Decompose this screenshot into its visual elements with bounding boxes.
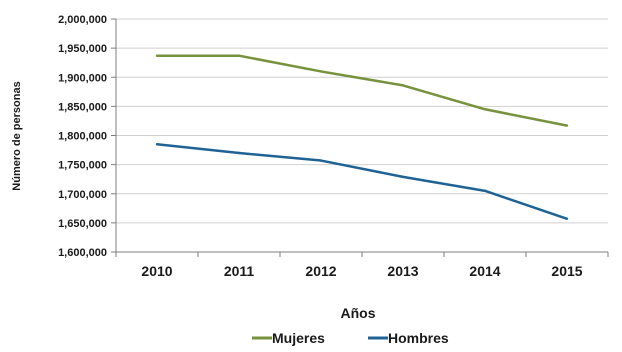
data-point: [565, 217, 569, 220]
legend-label: Mujeres: [272, 330, 325, 346]
y-tick-label: 1,800,000: [58, 131, 107, 143]
data-point: [401, 175, 405, 179]
y-tick-label: 1,650,000: [58, 218, 107, 230]
x-tick-label: 2013: [387, 263, 418, 279]
y-axis-ticks: 1,600,000 1,650,000 1,700,000 1,750,000 1,80…: [58, 14, 116, 259]
gridlines: [116, 18, 608, 253]
data-point: [155, 143, 159, 146]
y-tick-label: 1,750,000: [58, 160, 107, 172]
y-tick-label: 1,700,000: [58, 189, 107, 201]
series-lines: [155, 54, 569, 220]
data-point: [319, 70, 323, 73]
x-tick-label: 2015: [551, 263, 582, 279]
y-tick-label: 1,950,000: [58, 43, 107, 55]
data-point: [483, 108, 487, 111]
data-point: [237, 54, 241, 57]
y-tick-label: 1,850,000: [58, 101, 107, 113]
data-point: [155, 54, 159, 57]
x-tick-label: 2011: [224, 263, 255, 279]
y-axis-title: Número de personas: [11, 81, 23, 190]
x-tick-label: 2014: [469, 263, 500, 279]
legend: Mujeres Hombres: [252, 330, 449, 346]
data-point: [483, 189, 487, 193]
data-point: [401, 84, 405, 87]
series-line-hombres: [156, 142, 568, 220]
y-tick-label: 1,900,000: [58, 72, 107, 84]
series-line-mujeres: [157, 54, 568, 127]
data-point: [319, 159, 323, 162]
data-point: [565, 124, 569, 127]
y-tick-label: 2,000,000: [58, 14, 107, 26]
y-tick-label: 1,600,000: [58, 247, 107, 259]
x-tick-label: 2012: [305, 263, 336, 279]
x-axis-ticks: 2010 2011 2012 2013 2014 2015: [115, 252, 609, 279]
x-tick-label: 2010: [141, 263, 172, 279]
x-axis-title: Años: [341, 305, 376, 321]
legend-label: Hombres: [388, 330, 449, 346]
data-point: [237, 151, 241, 155]
